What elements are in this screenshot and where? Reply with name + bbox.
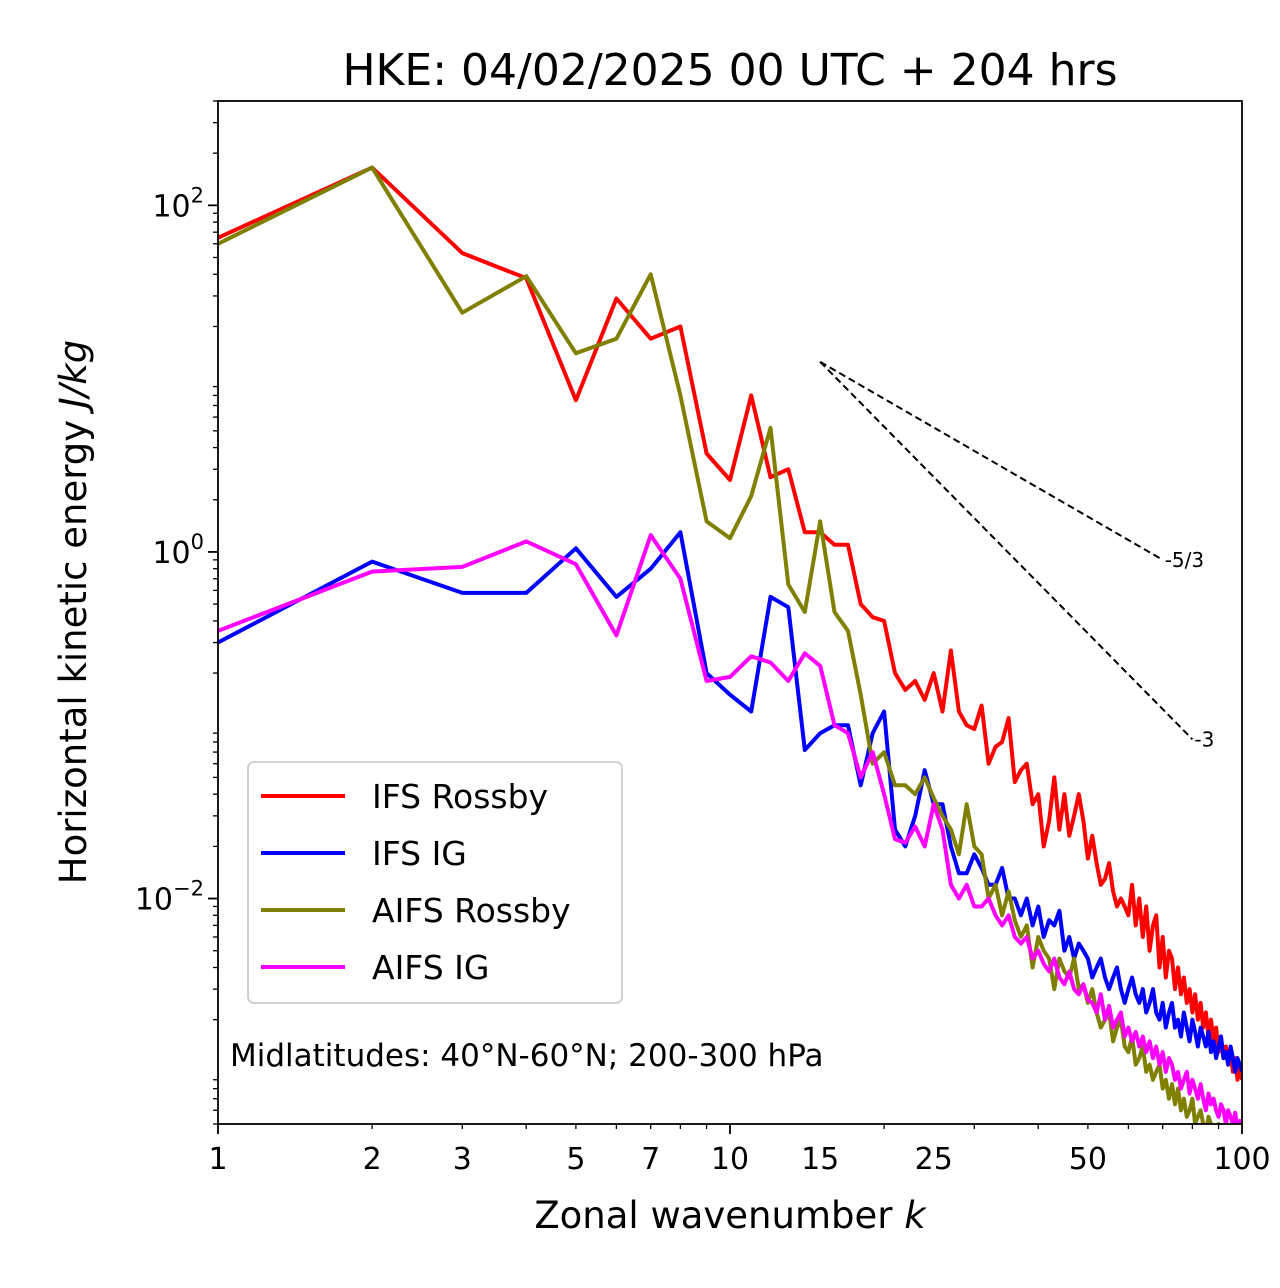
x-axis-label: Zonal wavenumber k	[534, 1194, 927, 1237]
reference-line-label-1: -5/3	[1165, 548, 1204, 572]
y-axis-label: Horizontal kinetic energy J/kg	[52, 340, 95, 884]
y-tick-label: 100	[152, 530, 204, 571]
x-tick-label: 7	[641, 1142, 660, 1177]
chart-title: HKE: 04/02/2025 00 UTC + 204 hrs	[342, 45, 1117, 96]
reference-line-label-2: -3	[1194, 727, 1214, 751]
x-tick-label: 3	[453, 1142, 472, 1177]
reference-line-2	[819, 361, 1194, 740]
y-tick-label: 10−2	[135, 877, 204, 918]
series-line-aifs-ig	[218, 533, 1242, 1124]
y-axis-ticks: 10−2 100 102	[135, 100, 218, 1125]
region-annotation: Midlatitudes: 40°N-60°N; 200-300 hPa	[230, 1038, 824, 1074]
series-layer	[218, 165, 1242, 1124]
legend-label: AIFS Rossby	[372, 891, 571, 930]
x-tick-label: 2	[363, 1142, 382, 1177]
legend-label: IFS IG	[372, 834, 467, 873]
x-tick-label: 25	[915, 1142, 953, 1177]
reference-lines: -5/3 -3	[819, 360, 1214, 751]
x-axis-ticks: 1 2 3 5 7 10 15 25 50 100	[208, 1124, 1271, 1177]
reference-line-1	[819, 360, 1164, 561]
x-tick-label: 50	[1069, 1142, 1107, 1177]
legend-frame	[247, 761, 623, 1004]
x-tick-label: 100	[1213, 1142, 1270, 1177]
legend: IFS Rossby IFS IG AIFS Rossby AIFS IG	[247, 761, 623, 1004]
series-line-aifs-rossby	[218, 165, 1221, 1124]
series-line-ifs-rossby	[218, 165, 1242, 1082]
x-tick-label: 5	[566, 1142, 585, 1177]
y-tick-label: 102	[152, 183, 204, 224]
x-tick-label: 15	[801, 1142, 839, 1177]
x-tick-label: 1	[208, 1142, 227, 1177]
x-tick-label: 10	[711, 1142, 749, 1177]
legend-label: AIFS IG	[372, 948, 489, 987]
legend-label: IFS Rossby	[372, 777, 548, 816]
